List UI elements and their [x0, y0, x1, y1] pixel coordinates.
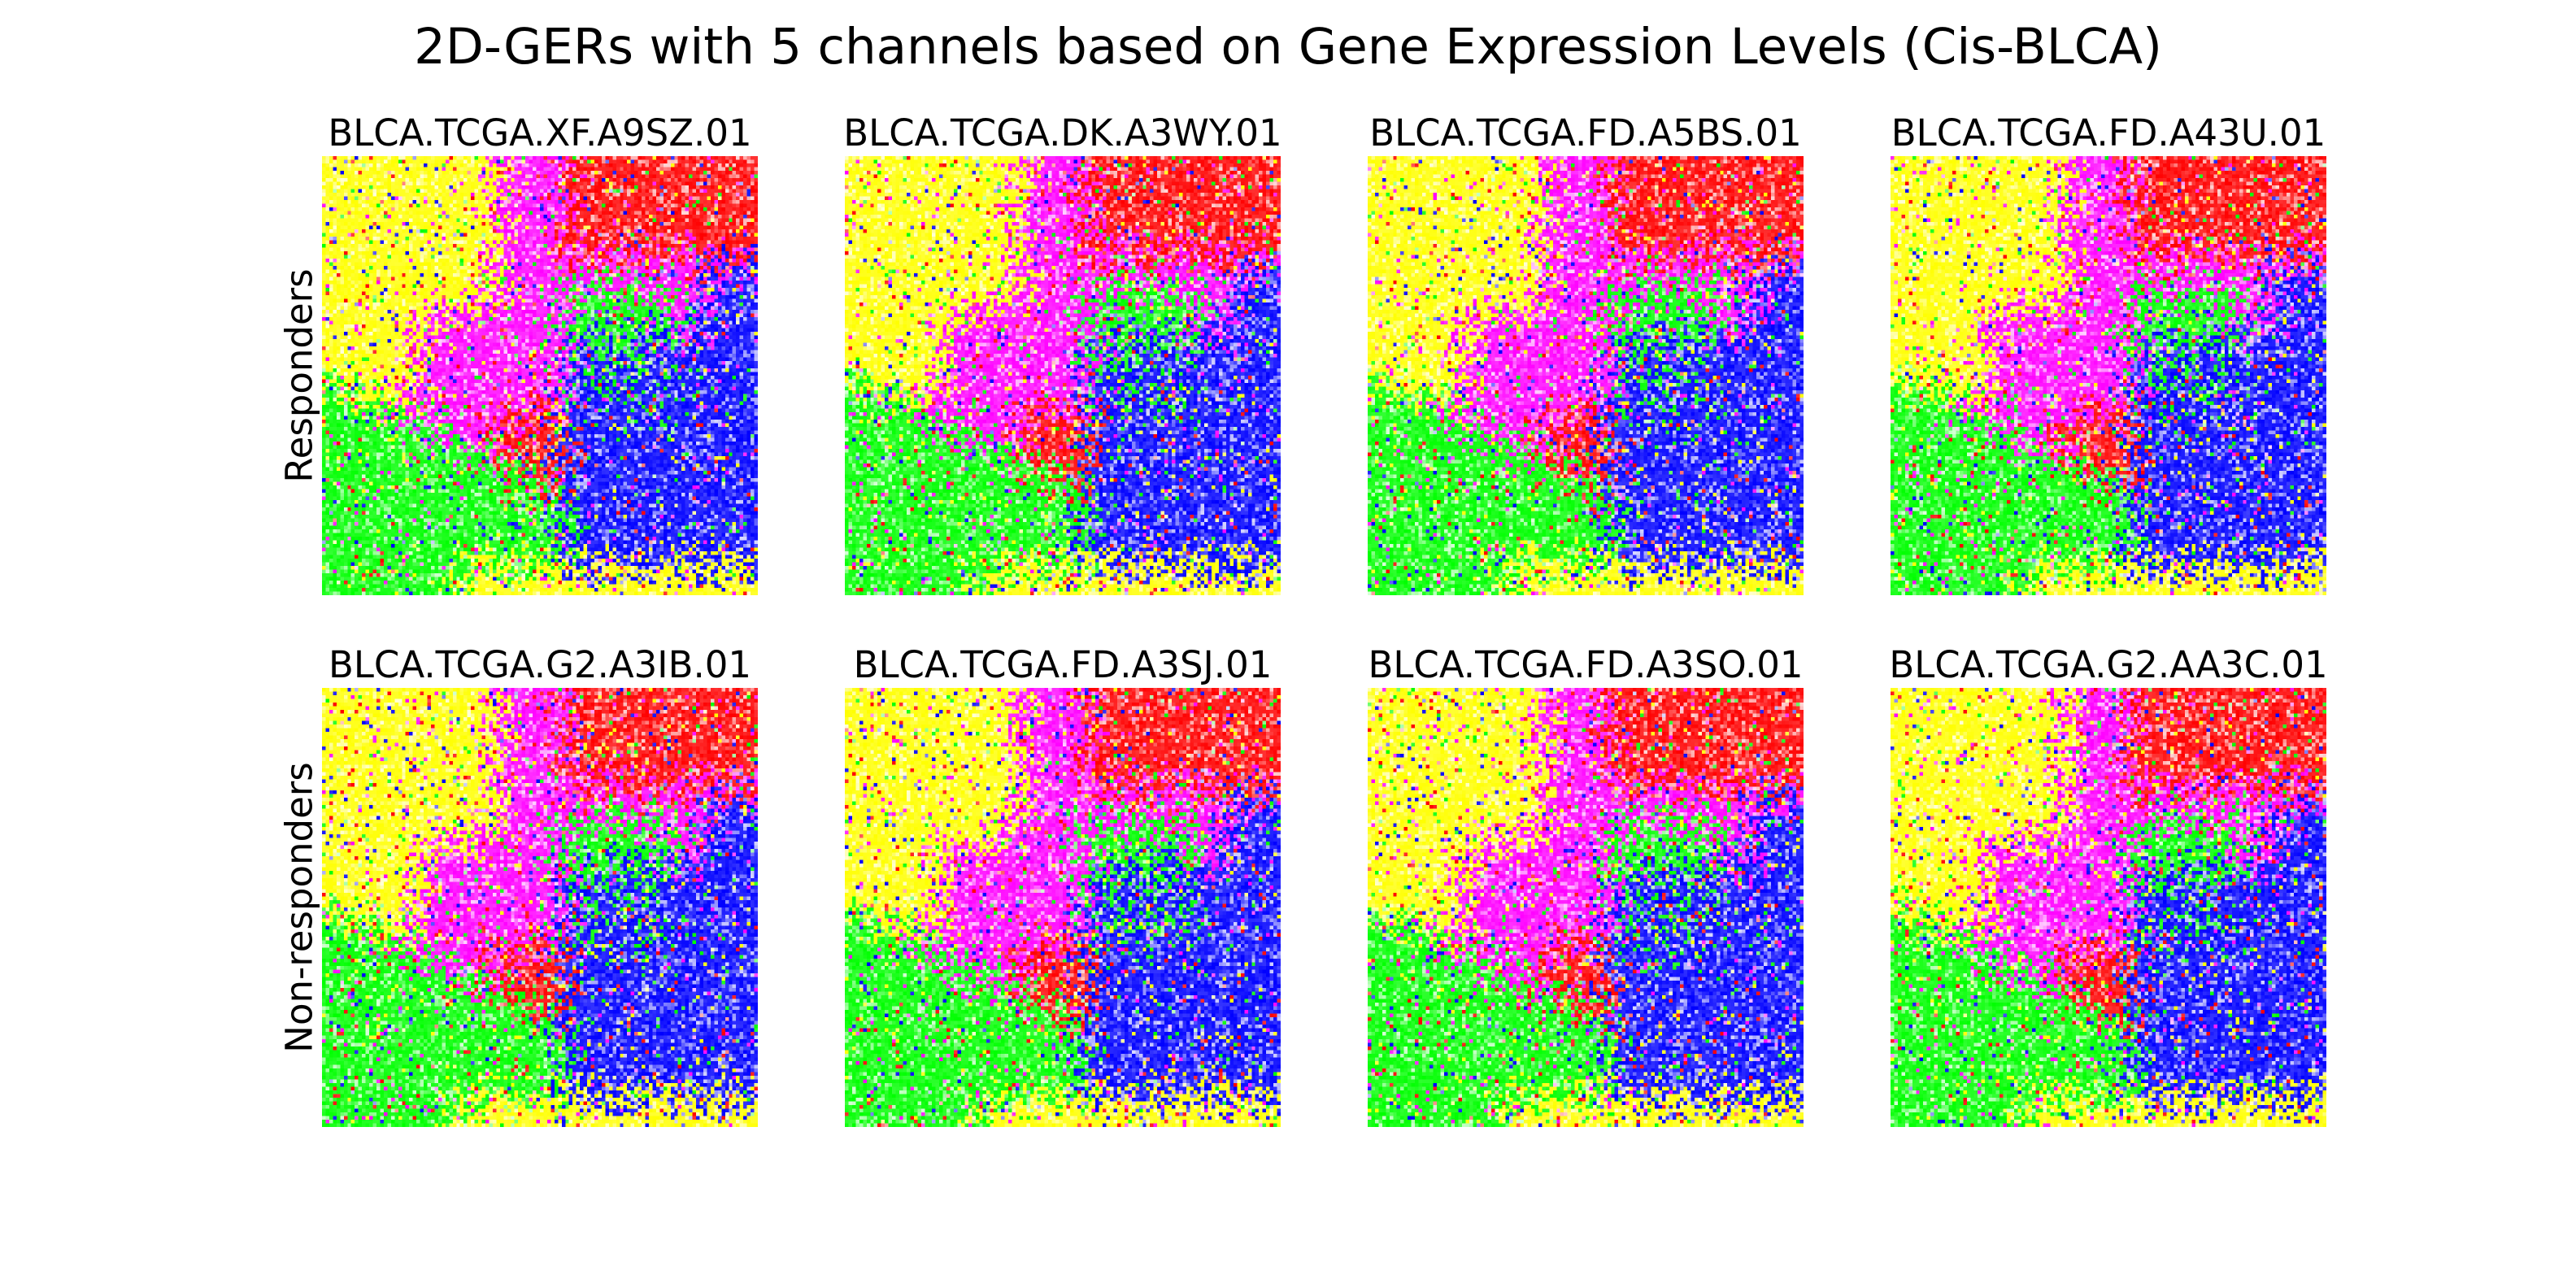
panel-title: BLCA.TCGA.G2.AA3C.01: [1889, 643, 2328, 686]
ger-heatmap-panel: [322, 688, 758, 1127]
row-label-non-responders: Non-responders: [277, 762, 321, 1053]
ger-heatmap-panel: [1891, 156, 2326, 595]
ger-heatmap-panel: [845, 156, 1281, 595]
ger-heatmap-panel: [1368, 156, 1804, 595]
ger-heatmap-panel: [322, 156, 758, 595]
panel-title: BLCA.TCGA.DK.A3WY.01: [843, 111, 1282, 154]
panel-title: BLCA.TCGA.FD.A3SJ.01: [853, 643, 1273, 686]
ger-heatmap-panel: [845, 688, 1281, 1127]
row-label-responders: Responders: [277, 268, 321, 483]
ger-heatmap-panel: [1891, 688, 2326, 1127]
panel-title: BLCA.TCGA.FD.A3SO.01: [1368, 643, 1804, 686]
ger-heatmap-panel: [1368, 688, 1804, 1127]
panel-title: BLCA.TCGA.XF.A9SZ.01: [328, 111, 752, 154]
panel-title: BLCA.TCGA.G2.A3IB.01: [328, 643, 752, 686]
panel-title: BLCA.TCGA.FD.A43U.01: [1891, 111, 2326, 154]
panel-title: BLCA.TCGA.FD.A5BS.01: [1369, 111, 1802, 154]
figure-title: 2D-GERs with 5 channels based on Gene Ex…: [414, 18, 2162, 76]
